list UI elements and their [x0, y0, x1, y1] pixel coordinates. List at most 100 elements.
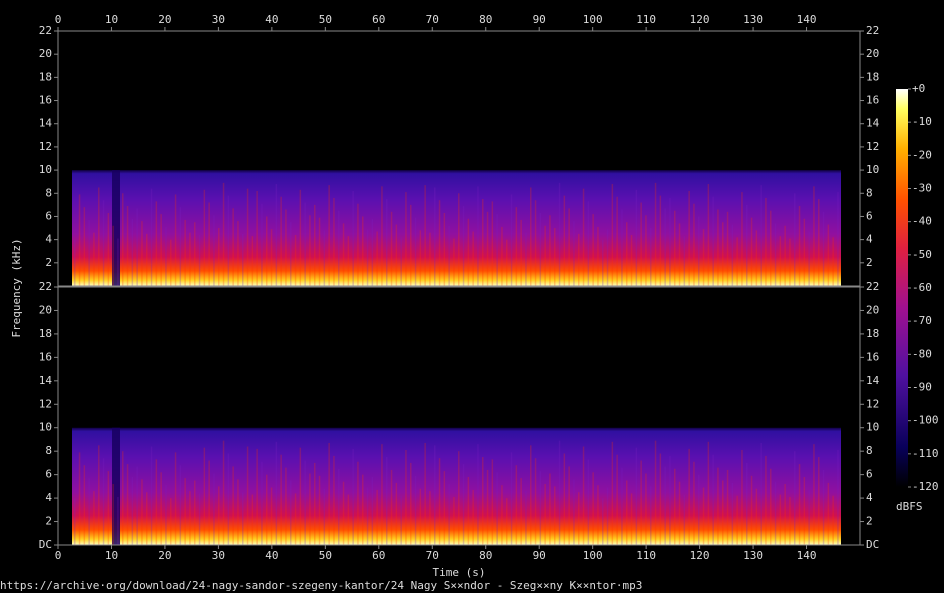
spectrum-streak — [352, 448, 354, 545]
spectrum-streak — [722, 480, 724, 545]
spectrum-streak — [342, 481, 345, 545]
spectrum-streak — [381, 444, 383, 545]
spectrum-streak — [568, 466, 570, 545]
y-tick-label: 10 — [866, 163, 879, 176]
spectrum-streak — [712, 196, 714, 286]
spectrum-streak — [184, 478, 186, 545]
spectrum-streak — [837, 450, 839, 545]
spectrum-streak — [414, 475, 417, 545]
spectrum-streak — [338, 210, 340, 286]
spectrum-streak — [750, 217, 753, 286]
y-tick-label: 14 — [39, 117, 53, 130]
spectrum-streak — [304, 202, 306, 286]
y-tick-label: 20 — [39, 303, 52, 316]
spectrum-streak — [448, 484, 450, 545]
spectrum-streak — [645, 473, 647, 545]
spectrum-streak — [674, 210, 676, 286]
spectrum-streak — [189, 491, 191, 545]
spectrum-streak — [122, 451, 124, 545]
spectrum-streak — [659, 453, 662, 545]
spectrum-streak — [400, 495, 402, 545]
spectrum-streak — [390, 211, 393, 286]
colorbar-tick-label: -80 — [912, 347, 932, 360]
spectrum-streak — [434, 187, 436, 286]
spectrum-streak — [299, 447, 302, 545]
spectrum-streak — [731, 482, 734, 545]
colorbar-title: dBFS — [896, 500, 923, 513]
spectrum-streak — [664, 208, 666, 286]
spectrum-streak — [563, 453, 566, 545]
y-tick-label: 8 — [45, 186, 52, 199]
spectrum-streak — [242, 233, 244, 286]
spectrum-streak — [789, 496, 791, 545]
spectrum-streak — [640, 460, 642, 545]
spectrum-streak — [650, 486, 652, 545]
spectrum-streak — [155, 459, 158, 545]
spectrum-streak — [386, 199, 388, 286]
spectrum-streak — [774, 481, 777, 545]
spectrum-streak — [472, 489, 474, 545]
spectrum-streak — [606, 229, 609, 286]
y-tick-label: 4 — [866, 491, 873, 504]
spectrum-streak — [611, 184, 614, 286]
spectrum-streak — [750, 475, 753, 545]
spectrum-streak — [419, 230, 422, 286]
spectrum-streak — [314, 204, 316, 286]
spectrum-streak — [491, 459, 494, 545]
spectrum-streak — [554, 228, 556, 286]
spectrum-streak — [698, 216, 700, 286]
spectrum-streak — [693, 203, 695, 286]
spectrum-streak — [486, 211, 489, 286]
spectrum-streak — [237, 221, 239, 286]
x-tick-label: 60 — [372, 13, 385, 26]
spectrum-streak — [443, 212, 446, 286]
spectrum-streak — [539, 471, 542, 545]
spectrum-streak — [112, 484, 114, 545]
spectrum-streak — [251, 494, 254, 545]
x-tick-label: 120 — [690, 549, 710, 562]
spectrum-streak — [126, 464, 129, 545]
y-tick-label: 20 — [39, 47, 52, 60]
spectrum-streak — [266, 216, 268, 286]
spectrum-streak — [520, 219, 522, 286]
spectrum-streak — [506, 239, 508, 286]
spectrum-streak — [827, 224, 830, 286]
spectrum-streak — [664, 466, 666, 545]
spectrum-streak — [798, 206, 801, 286]
spectrum-streak — [323, 488, 326, 545]
spectrum-streak — [170, 239, 172, 286]
spectrum-streak — [366, 487, 369, 545]
spectrum-streak — [770, 210, 772, 286]
spectrum-streak — [352, 190, 354, 286]
spectrum-streak — [150, 188, 153, 286]
x-tick-label: 110 — [636, 549, 656, 562]
spectrum-streak — [338, 468, 340, 545]
x-tick-label: 40 — [265, 549, 278, 562]
spectrum-streak — [837, 192, 839, 286]
spectrum-streak — [453, 238, 455, 286]
spectrum-streak — [174, 194, 177, 286]
spectrum-streak — [717, 467, 719, 545]
spectrum-streak — [198, 235, 201, 286]
spectrum-streak — [141, 479, 143, 545]
x-tick-label: 140 — [797, 13, 817, 26]
spectrum-streak — [654, 440, 657, 545]
spectrum-streak — [381, 186, 383, 286]
spectrum-streak — [467, 476, 470, 545]
spectrum-streak — [83, 207, 86, 286]
spectrum-streak — [808, 489, 810, 545]
spectrum-streak — [683, 236, 686, 286]
x-tick-label: 20 — [158, 13, 171, 26]
spectrum — [72, 170, 841, 286]
spectrum-streak — [510, 194, 513, 286]
y-tick-label: 14 — [866, 117, 880, 130]
spectrum-streak — [189, 232, 191, 286]
spectrum-streak — [93, 491, 95, 545]
x-tick-label: 10 — [105, 13, 118, 26]
spectrum-streak — [280, 454, 282, 545]
spectrum-streak — [534, 200, 537, 286]
spectrum-streak — [549, 215, 551, 286]
spectrum-streak — [597, 226, 599, 286]
spectrum-streak — [410, 462, 412, 545]
spectrum-streak — [822, 469, 825, 545]
